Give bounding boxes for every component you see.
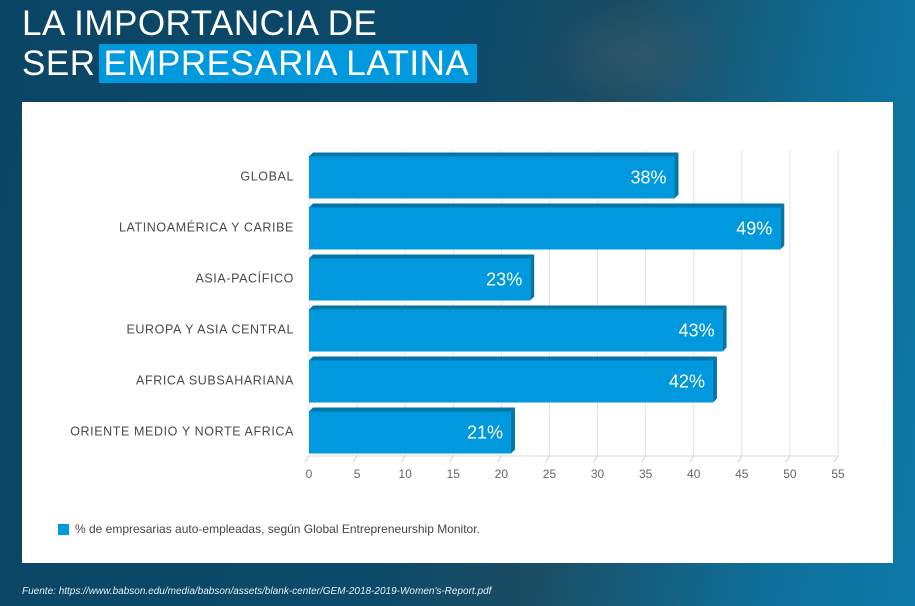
bar-value-label: 23%	[486, 270, 522, 290]
tick-mark	[400, 455, 406, 463]
source-citation: Fuente: https://www.babson.edu/media/bab…	[22, 586, 492, 597]
bar-side-face	[530, 254, 535, 301]
bar-side-face	[780, 203, 785, 250]
tick-mark	[304, 455, 310, 463]
x-tick-label: 50	[783, 467, 797, 481]
legend-swatch	[58, 523, 69, 535]
title-highlight: EMPRESARIA LATINA	[99, 44, 478, 83]
tick-mark	[352, 455, 358, 463]
category-label: LATINOAMÉRICA Y CARIBE	[119, 220, 294, 235]
background-glow	[540, 0, 740, 110]
x-tick-label: 5	[354, 467, 361, 481]
bar-side-face	[510, 407, 515, 454]
bar-top-face	[309, 407, 515, 412]
title-line-2: SER EMPRESARIA LATINA	[22, 44, 478, 84]
x-tick-label: 30	[591, 467, 605, 481]
title-line-1: LA IMPORTANCIA DE	[22, 4, 378, 43]
bar	[309, 360, 713, 403]
bar	[309, 309, 723, 352]
category-label: AFRICA SUBSAHARIANA	[136, 374, 294, 388]
tick-mark	[737, 455, 743, 463]
legend: % de empresarias auto-empleadas, según G…	[58, 522, 480, 536]
bar	[309, 156, 675, 199]
tick-mark	[545, 455, 550, 463]
bar-side-face	[722, 305, 727, 352]
category-label: GLOBAL	[240, 170, 294, 184]
x-tick-label: 35	[639, 467, 653, 481]
bar-value-label: 42%	[669, 372, 705, 392]
x-tick-label: 15	[447, 467, 461, 481]
category-label: ASIA-PACÍFICO	[195, 271, 294, 286]
bar-top-face	[309, 356, 717, 361]
tick-mark	[689, 455, 695, 463]
tick-mark	[641, 455, 647, 463]
x-tick-label: 45	[735, 467, 749, 481]
tick-mark	[496, 455, 502, 463]
bar-top-face	[309, 305, 727, 310]
x-tick-label: 10	[399, 467, 413, 481]
bar-top-face	[309, 254, 535, 259]
bar-top-face	[309, 152, 679, 157]
category-label: ORIENTE MEDIO Y NORTE AFRICA	[70, 425, 294, 439]
bar-chart: 0 5 10 15 20 25 30 35 40 45 50 55 38% GLOBAL 49% LATINO…	[70, 150, 845, 481]
legend-label: % de empresarias auto-empleadas, según G…	[75, 522, 480, 536]
bar	[309, 258, 531, 301]
tick-mark	[593, 455, 598, 463]
bar-top-face	[309, 203, 785, 208]
bar	[309, 411, 511, 454]
bar-value-label: 43%	[679, 321, 715, 341]
x-tick-label: 40	[687, 467, 701, 481]
chart-panel: 0 5 10 15 20 25 30 35 40 45 50 55 38% GLOBAL 49% LATINO…	[22, 102, 893, 563]
bar	[309, 207, 781, 250]
tick-mark	[785, 455, 791, 463]
title-plain: SER	[22, 44, 96, 83]
tick-mark	[448, 455, 454, 463]
bar-value-label: 49%	[736, 219, 772, 239]
bar-side-face	[674, 152, 679, 199]
x-tick-label: 20	[495, 467, 509, 481]
x-tick-label: 0	[306, 467, 313, 481]
bar-value-label: 21%	[467, 423, 503, 443]
x-tick-label: 25	[543, 467, 557, 481]
tick-mark	[833, 455, 839, 463]
category-label: EUROPA Y ASIA CENTRAL	[126, 323, 294, 337]
bar-side-face	[712, 356, 717, 403]
x-tick-label: 55	[831, 467, 845, 481]
bar-value-label: 38%	[630, 168, 666, 188]
